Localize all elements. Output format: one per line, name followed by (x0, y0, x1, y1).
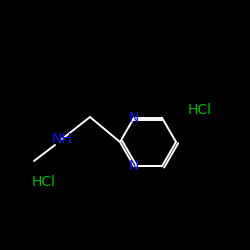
Text: N: N (129, 111, 139, 125)
Text: HCl: HCl (32, 176, 56, 190)
Text: NH: NH (52, 132, 72, 146)
Text: N: N (129, 159, 139, 173)
Text: HCl: HCl (188, 103, 212, 117)
